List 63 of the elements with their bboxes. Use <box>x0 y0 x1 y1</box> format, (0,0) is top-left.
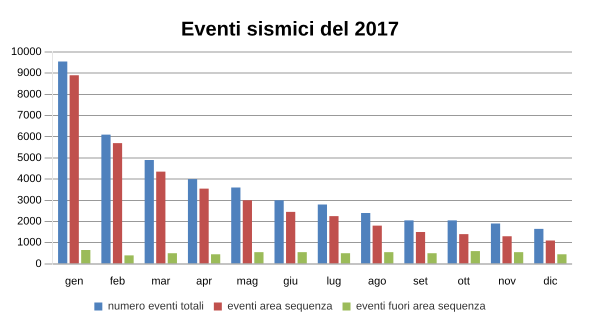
x-tick-label: feb <box>110 275 126 288</box>
bar <box>188 179 198 264</box>
bar <box>448 220 457 264</box>
y-tick-label: 9000 <box>17 67 42 80</box>
bar <box>70 75 79 264</box>
x-tick-label: ago <box>368 275 386 288</box>
x-tick-label: mag <box>236 275 258 288</box>
chart-title: Eventi sismici del 2017 <box>181 18 399 41</box>
bar <box>384 252 394 264</box>
y-tick-label: 6000 <box>17 130 42 143</box>
bar <box>112 143 122 264</box>
bar <box>546 240 555 264</box>
bar <box>514 252 524 264</box>
bar <box>81 250 90 264</box>
bar <box>340 253 350 264</box>
y-tick-label: 5000 <box>17 152 42 164</box>
y-tick-label: 10000 <box>10 46 42 58</box>
y-tick-label: 2000 <box>17 215 42 228</box>
x-tick-label: giu <box>283 275 298 288</box>
y-tick-label: 8000 <box>17 88 42 100</box>
x-tick-label: lug <box>326 275 342 288</box>
y-tick-label: 4000 <box>17 173 42 186</box>
bar <box>557 254 567 264</box>
y-tick-label: 3000 <box>17 194 42 206</box>
legend-label: eventi area sequenza <box>227 300 334 313</box>
bar <box>459 234 468 264</box>
bar <box>199 188 209 264</box>
y-tick-label: 0 <box>35 258 42 270</box>
bar <box>254 252 264 264</box>
y-tick-label: 1000 <box>17 236 42 249</box>
x-tick-label: apr <box>196 275 212 288</box>
bar <box>124 255 134 264</box>
x-tick-label: ott <box>458 275 470 288</box>
legend-label: numero eventi totali <box>108 300 204 313</box>
bar <box>274 200 284 264</box>
bar <box>318 204 328 264</box>
y-tick-label: 7000 <box>17 110 42 122</box>
bar <box>58 62 68 264</box>
bar <box>231 188 240 264</box>
x-tick-label: dic <box>543 275 558 288</box>
legend-label: eventi fuori area sequenza <box>356 300 487 313</box>
bar <box>242 200 252 264</box>
bar <box>329 216 339 264</box>
bar <box>144 160 154 264</box>
bar <box>101 134 111 264</box>
bar <box>298 252 307 264</box>
bar <box>156 172 166 264</box>
bar <box>168 253 177 264</box>
bar <box>372 226 382 264</box>
bar <box>427 253 437 264</box>
bar <box>286 212 296 264</box>
bar <box>361 212 370 264</box>
bar <box>404 220 414 264</box>
x-tick-label: nov <box>498 275 516 288</box>
x-tick-label: mar <box>151 275 171 288</box>
x-tick-label: gen <box>65 275 84 288</box>
bar <box>211 254 220 264</box>
bar <box>416 232 426 264</box>
bar <box>470 251 480 264</box>
bar <box>534 228 544 264</box>
bar <box>490 224 500 264</box>
x-tick-label: set <box>413 275 428 288</box>
bar <box>502 236 512 264</box>
